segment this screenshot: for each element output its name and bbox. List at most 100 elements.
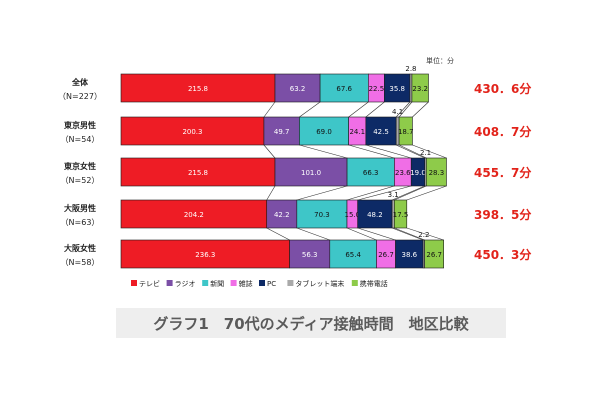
connector-line: [391, 185, 425, 201]
bar-value-label: 35.8: [389, 85, 405, 93]
connector-line: [365, 101, 385, 118]
total-label: 455．7分: [474, 165, 531, 180]
bar-value-label: 49.7: [274, 128, 290, 136]
connector-line: [412, 144, 447, 159]
bar-value-label: 67.6: [336, 85, 352, 93]
connector-line: [365, 144, 412, 159]
bar-value-label: 63.2: [290, 85, 306, 93]
bar-value-label: 70.3: [314, 211, 330, 219]
bar-segment: [395, 239, 424, 269]
bar-value-label: 204.2: [184, 211, 204, 219]
category-labels: 全体 （N=227） 東京男性 （N=54） 東京女性 （N=52） 大阪男性 （N=63） 大…: [58, 77, 102, 267]
bar-segment: [411, 73, 429, 103]
connector-lines: [263, 101, 447, 241]
category-name: 全体: [71, 77, 89, 87]
connector-line: [357, 185, 412, 201]
legend-label: 新聞: [210, 279, 224, 288]
category-name: 東京男性: [64, 120, 96, 130]
total-label: 430．6分: [474, 81, 531, 96]
chart-caption-band: グラフ1 70代のメディア接触時間 地区比較: [116, 308, 506, 338]
bar-segment: [384, 73, 411, 103]
connector-line: [394, 227, 425, 241]
bar-value-label: 2.8: [405, 65, 416, 73]
bar-value-label: 22.5: [369, 85, 385, 93]
connector-line: [348, 144, 395, 159]
bar-value-label: 200.3: [182, 128, 202, 136]
bar-value-label: 26.7: [378, 251, 394, 259]
connector-line: [346, 185, 395, 201]
connector-line: [391, 227, 424, 241]
bar-value-label: 2.1: [420, 149, 431, 157]
bar-segment: [274, 73, 321, 103]
connector-line: [296, 185, 348, 201]
chart-caption: グラフ1 70代のメディア接触時間 地区比較: [153, 314, 469, 333]
legend-swatch: [259, 280, 265, 286]
legend-swatch: [230, 280, 237, 286]
bar-segment: [266, 199, 298, 229]
bar-value-label: 69.0: [316, 128, 332, 136]
legend-label: 雑誌: [239, 279, 253, 288]
total-label: 398．5分: [474, 207, 531, 222]
legend-label: PC: [267, 280, 276, 288]
connector-line: [406, 227, 444, 241]
bar-segment: [394, 199, 408, 229]
category-n: （N=58）: [61, 258, 100, 267]
connector-line: [263, 144, 276, 159]
legend-label: ラジオ: [175, 280, 196, 288]
connector-line: [346, 227, 377, 241]
bar-value-label: 2.2: [418, 231, 429, 239]
bar-segment: [120, 199, 268, 229]
bar-segment: [274, 157, 348, 187]
bar-segment: [299, 116, 349, 146]
bar-value-label: 15.0: [345, 211, 361, 219]
bar-value-label: 28.3: [429, 169, 445, 177]
connector-line: [348, 101, 369, 118]
bar-segment: [329, 239, 377, 269]
bar-value-label: 236.3: [195, 251, 215, 259]
bar-value-label: 215.8: [188, 169, 208, 177]
legend-swatch: [166, 280, 173, 286]
connector-line: [395, 101, 411, 118]
legend-swatch: [202, 280, 209, 286]
connector-line: [299, 101, 321, 118]
legend-label: テレビ: [139, 279, 160, 288]
bar-segment: [120, 239, 290, 269]
connector-line: [412, 101, 429, 118]
category-n: （N=54）: [61, 135, 100, 144]
legend-swatch: [131, 280, 137, 286]
connector-line: [266, 185, 276, 201]
bar-value-label: 38.6: [401, 251, 417, 259]
connector-line: [299, 144, 348, 159]
total-label: 450．3分: [474, 247, 531, 262]
category-n: （N=63）: [61, 218, 100, 227]
bar-segment: [120, 157, 276, 187]
legend: テレビ ラジオ 新聞 雑誌 PC タブレット端末 携帯電話: [131, 279, 388, 288]
unit-label: 単位：分: [426, 56, 454, 65]
bar-segment: [365, 116, 397, 146]
total-labels: 430．6分 408．7分 455．7分 398．5分 450．3分: [474, 81, 531, 262]
bar-segment: [398, 116, 413, 146]
legend-label: タブレット端末: [295, 279, 344, 288]
category-name: 大阪男性: [64, 203, 96, 213]
bar-value-label: 18.7: [398, 128, 414, 136]
bar-segment: [424, 239, 444, 269]
bar-value-label: 3.1: [388, 191, 399, 199]
bar-value-label: 215.8: [188, 85, 208, 93]
bar-segment: [296, 199, 348, 229]
bar-value-label: 42.5: [373, 128, 389, 136]
bar-segment: [289, 239, 331, 269]
connector-line: [398, 101, 413, 118]
bar-value-label: 66.3: [363, 169, 379, 177]
bar-segment: [263, 116, 300, 146]
connector-line: [394, 185, 427, 201]
bar-segment: [319, 73, 369, 103]
legend-label: 携帯電話: [360, 279, 388, 288]
bar-value-label: 4.1: [392, 108, 403, 116]
bar-value-label: 65.4: [345, 251, 361, 259]
bar-value-label: 24.1: [349, 128, 365, 136]
category-n: （N=227）: [58, 92, 102, 101]
bar-segment: [346, 157, 395, 187]
bar-value-label: 42.2: [274, 211, 290, 219]
bar-segment: [120, 116, 265, 146]
